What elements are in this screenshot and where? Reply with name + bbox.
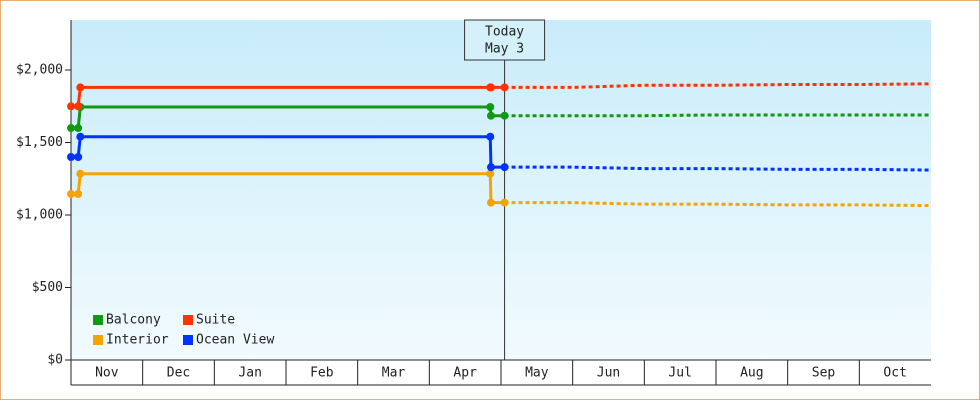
point [74, 189, 83, 198]
point [486, 132, 495, 141]
x-tick-label: Aug [740, 366, 763, 381]
y-tick-label: $2,000 [16, 63, 63, 78]
x-tick-label: Jan [238, 366, 261, 381]
x-tick-label: May [525, 366, 549, 381]
legend-swatch [183, 315, 193, 325]
x-tick-label: Jul [668, 366, 691, 381]
point [486, 102, 495, 111]
point [74, 102, 83, 111]
x-tick-label: Sep [812, 366, 836, 381]
point [486, 163, 495, 172]
x-tick-label: Jun [597, 366, 620, 381]
point [500, 198, 509, 207]
y-tick-label: $1,500 [16, 135, 63, 150]
y-tick-label: $1,000 [16, 208, 63, 223]
point [486, 169, 495, 178]
y-tick-label: $0 [47, 353, 63, 368]
point [67, 102, 75, 111]
point [486, 111, 495, 120]
point [76, 83, 85, 92]
point [74, 124, 83, 133]
point [486, 83, 495, 92]
legend-swatch [93, 315, 103, 325]
legend-label: Balcony [106, 313, 161, 328]
x-tick-label: Mar [382, 366, 406, 381]
point [74, 153, 83, 162]
point [67, 124, 75, 133]
today-box [464, 19, 546, 61]
legend-swatch [183, 335, 193, 345]
point [67, 189, 75, 198]
forecast-line [504, 113, 931, 118]
point [67, 153, 75, 162]
x-tick-label: Feb [310, 366, 334, 381]
today-label: May 3 [485, 42, 524, 57]
point [500, 163, 509, 172]
point [500, 83, 509, 92]
forecast-line [504, 165, 932, 172]
legend-label: Suite [196, 313, 235, 328]
point [500, 111, 509, 120]
point [76, 169, 85, 178]
forecast-line [504, 82, 932, 89]
legend-label: Interior [106, 333, 169, 348]
point [76, 132, 85, 141]
point [486, 198, 495, 207]
x-tick-label: Nov [95, 366, 119, 381]
legend-label: Ocean View [196, 333, 274, 348]
today-label: Today [485, 25, 524, 40]
x-tick-label: Oct [883, 366, 906, 381]
plot-area [71, 20, 931, 360]
legend-swatch [93, 335, 103, 345]
y-tick-label: $500 [32, 280, 63, 295]
forecast-line [504, 201, 932, 208]
x-tick-label: Dec [167, 366, 190, 381]
x-tick-label: Apr [453, 366, 477, 381]
